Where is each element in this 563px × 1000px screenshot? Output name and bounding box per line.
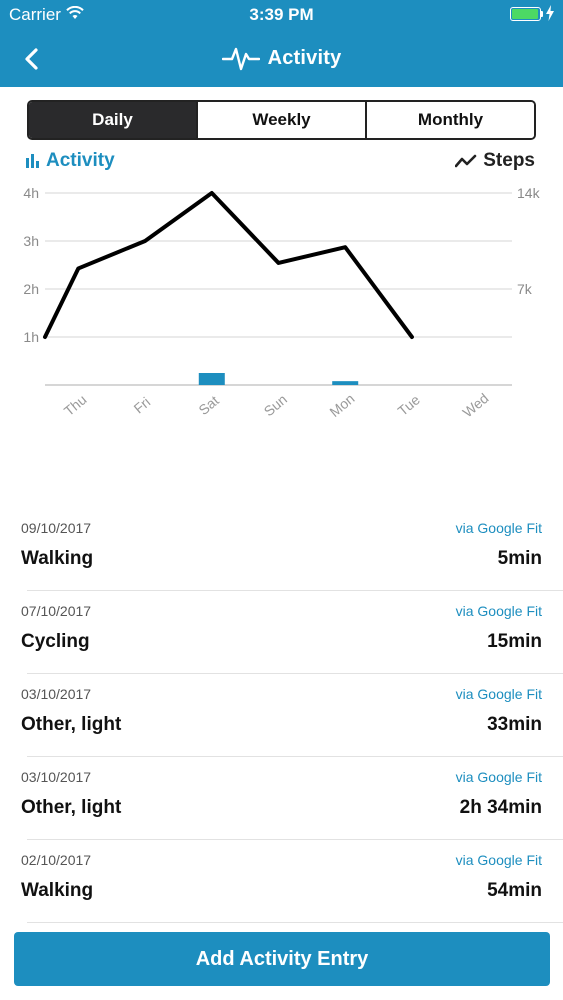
- entry-activity-name: Cycling: [21, 631, 90, 652]
- entry-activity-name: Other, light: [21, 797, 122, 818]
- entry-activity-name: Other, light: [21, 714, 122, 735]
- battery-icon: [510, 7, 541, 21]
- activity-bar: [198, 373, 225, 385]
- activity-entry-list: 09/10/2017 via Google Fit Walking 5min 07/10…: [0, 508, 563, 923]
- list-item[interactable]: 03/10/2017 via Google Fit Other, light 33mi…: [0, 674, 563, 757]
- entry-activity-name: Walking: [21, 880, 94, 901]
- entry-source-link[interactable]: via Google Fit: [455, 852, 542, 868]
- left-tick-label: 1h: [23, 329, 39, 345]
- list-item[interactable]: 09/10/2017 via Google Fit Walking 5min: [0, 508, 563, 591]
- x-tick-label: Thu: [61, 391, 90, 419]
- activity-steps-chart: 1h 2h 3h 4h 7k 14k Thu Fri Sat Sun Mon Tue Wed: [23, 185, 541, 421]
- legend-activity: Activity: [26, 150, 115, 172]
- app-header: Carrier 3:39 PM Activity: [0, 0, 563, 87]
- divider: [27, 839, 563, 840]
- entry-date: 03/10/2017: [21, 686, 92, 702]
- entry-source-link[interactable]: via Google Fit: [455, 520, 542, 536]
- entry-date: 07/10/2017: [21, 603, 92, 619]
- entry-source-link[interactable]: via Google Fit: [455, 603, 542, 619]
- status-time: 3:39 PM: [249, 5, 314, 24]
- x-tick-label: Tue: [395, 391, 424, 419]
- charging-bolt-icon: [546, 5, 554, 21]
- x-tick-label: Sun: [261, 391, 290, 419]
- divider: [27, 922, 563, 923]
- steps-line: [43, 191, 414, 339]
- entry-duration: 5min: [497, 548, 542, 569]
- divider: [27, 673, 563, 674]
- carrier-label: Carrier: [9, 5, 61, 24]
- period-segmented-control: Daily Weekly Monthly: [27, 100, 536, 140]
- battery-tip: [541, 11, 543, 17]
- left-tick-label: 4h: [23, 185, 39, 201]
- entry-activity-name: Walking: [21, 548, 94, 569]
- page-title: Activity: [267, 46, 342, 69]
- legend-steps: Steps: [455, 150, 535, 172]
- list-item[interactable]: 02/10/2017 via Google Fit Walking 54min: [0, 840, 563, 923]
- legend-activity-label: Activity: [46, 150, 115, 171]
- list-item[interactable]: 03/10/2017 via Google Fit Other, light 2h 3…: [0, 757, 563, 840]
- wifi-icon: [66, 6, 84, 19]
- entry-source-link[interactable]: via Google Fit: [455, 686, 542, 702]
- entry-duration: 54min: [487, 880, 542, 901]
- entry-date: 03/10/2017: [21, 769, 92, 785]
- left-tick-label: 3h: [23, 233, 39, 249]
- chevron-left-icon[interactable]: [18, 44, 48, 74]
- x-tick-label: Fri: [130, 394, 153, 417]
- divider: [27, 756, 563, 757]
- segment-monthly[interactable]: Monthly: [365, 102, 534, 138]
- divider: [27, 590, 563, 591]
- segment-weekly[interactable]: Weekly: [196, 102, 365, 138]
- list-item[interactable]: 07/10/2017 via Google Fit Cycling 15min: [0, 591, 563, 674]
- segment-daily[interactable]: Daily: [29, 102, 196, 138]
- header-title-group: Activity: [0, 42, 563, 74]
- left-tick-label: 2h: [23, 281, 39, 297]
- entry-date: 02/10/2017: [21, 852, 92, 868]
- x-tick-label: Sat: [195, 392, 221, 418]
- right-tick-label: 7k: [517, 281, 533, 297]
- x-tick-label: Wed: [459, 390, 491, 421]
- x-tick-label: Mon: [326, 390, 357, 420]
- bar-chart-icon: [26, 154, 39, 168]
- status-bar: Carrier 3:39 PM: [0, 0, 563, 30]
- legend-steps-label: Steps: [483, 150, 535, 171]
- entry-duration: 15min: [487, 631, 542, 652]
- right-tick-label: 14k: [517, 185, 541, 201]
- entry-duration: 2h 34min: [459, 797, 542, 818]
- battery-level: [512, 9, 538, 19]
- entry-duration: 33min: [487, 714, 542, 735]
- entry-source-link[interactable]: via Google Fit: [455, 769, 542, 785]
- entry-date: 09/10/2017: [21, 520, 92, 536]
- activity-bar: [332, 381, 359, 385]
- pulse-icon: [221, 47, 260, 71]
- add-activity-entry-button[interactable]: Add Activity Entry: [14, 932, 550, 986]
- line-chart-icon: [455, 154, 477, 168]
